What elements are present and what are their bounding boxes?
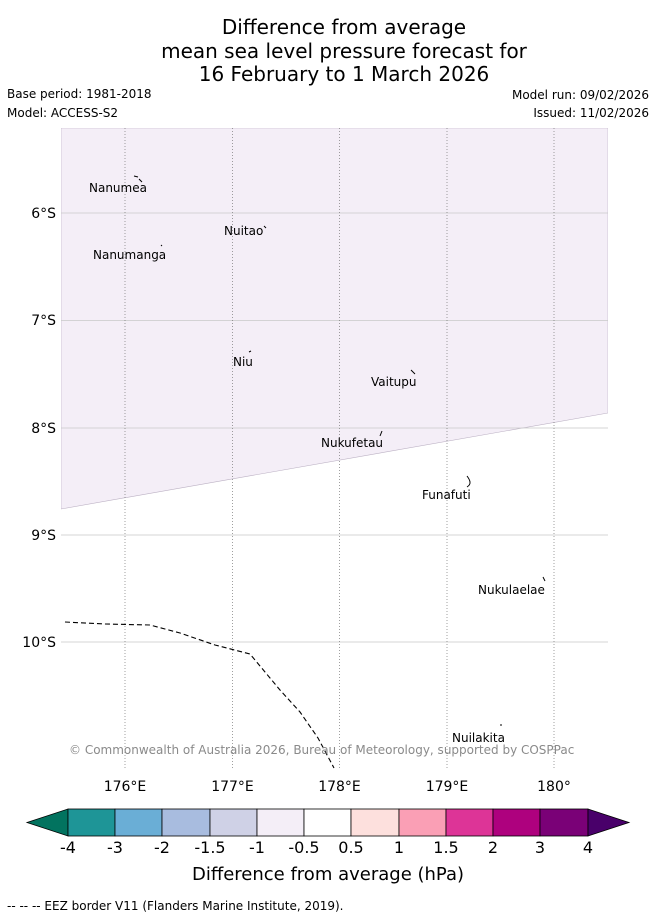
issued-date: Issued: 11/02/2026 — [533, 106, 649, 120]
island-label-nanumanga: Nanumanga — [93, 248, 166, 262]
island-label-nuilakita: Nuilakita — [452, 731, 505, 745]
island-label-funafuti: Funafuti — [422, 488, 471, 502]
eez-border — [64, 621, 335, 769]
title-line-1: Difference from average — [221, 15, 467, 39]
lon-label-180: 180° — [537, 779, 571, 795]
island-label-nanumea: Nanumea — [89, 181, 147, 195]
colorbar-tick: 0.5 — [338, 838, 363, 857]
colorbar-tick: 1.5 — [433, 838, 458, 857]
colorbar-bin — [256, 808, 305, 837]
colorbar-bin — [492, 808, 541, 837]
island-label-nukulaelae: Nukulaelae — [478, 583, 545, 597]
colorbar-bin — [350, 808, 400, 837]
colorbar-bin — [539, 808, 589, 837]
island-nuitao-shape — [263, 225, 267, 229]
colorbar-bin — [209, 808, 258, 837]
island-label-niu: Niu — [233, 355, 253, 369]
island-nukulaelae-shape — [542, 576, 546, 582]
island-label-nuitao: Nuitao — [224, 224, 263, 238]
eez-legend-note: -- -- -- EEZ border V11 (Flanders Marine… — [7, 899, 344, 913]
colorbar-tick: -1 — [249, 838, 265, 857]
colorbar-tick: 1 — [394, 838, 404, 857]
island-funafuti-shape — [466, 475, 471, 488]
chart-title: Difference from average mean sea level p… — [0, 15, 655, 87]
colorbar-label: Difference from average (hPa) — [192, 864, 464, 885]
colorbar-tick: 3 — [535, 838, 545, 857]
colorbar-bin — [114, 808, 163, 837]
colorbar-tick: 2 — [488, 838, 498, 857]
title-line-3: 16 February to 1 March 2026 — [198, 62, 490, 86]
colorbar-tick: -0.5 — [288, 838, 319, 857]
base-period: Base period: 1981-2018 — [7, 87, 152, 101]
colorbar-tick: -2 — [154, 838, 170, 857]
colorbar — [25, 808, 631, 837]
island-vaitupu-shape — [410, 369, 416, 375]
lon-label-178e: 178°E — [318, 779, 361, 795]
colorbar-bin — [67, 808, 116, 837]
lon-label-177e: 177°E — [211, 779, 254, 795]
colorbar-bin — [303, 808, 352, 837]
colorbar-tick: -3 — [107, 838, 123, 857]
island-nanumea-shape — [133, 175, 143, 183]
island-label-vaitupu: Vaitupu — [371, 375, 417, 389]
island-nukufetau-shape — [379, 430, 383, 437]
lat-label-7s: 7°S — [31, 313, 56, 329]
lat-label-10s: 10°S — [22, 635, 56, 651]
pressure-anomaly-region — [61, 128, 608, 510]
island-label-nukufetau: Nukufetau — [321, 436, 383, 450]
lon-label-176e: 176°E — [104, 779, 147, 795]
colorbar-tick: -4 — [60, 838, 76, 857]
lat-label-9s: 9°S — [31, 528, 56, 544]
colorbar-bin — [445, 808, 494, 837]
colorbar-high-extension — [587, 808, 631, 837]
colorbar-tick: 4 — [583, 838, 593, 857]
island-niu-shape — [248, 350, 252, 353]
lon-label-179e: 179°E — [426, 779, 469, 795]
colorbar-bin — [398, 808, 447, 837]
lat-label-6s: 6°S — [31, 206, 56, 222]
colorbar-bin — [161, 808, 211, 837]
model-run: Model run: 09/02/2026 — [511, 88, 649, 102]
colorbar-tick: -1.5 — [194, 838, 225, 857]
model-name: Model: ACCESS-S2 — [7, 106, 119, 120]
lat-label-8s: 8°S — [31, 421, 56, 437]
title-line-2: mean sea level pressure forecast for — [161, 38, 527, 63]
copyright-notice: © Commonwealth of Australia 2026, Bureau… — [69, 743, 574, 757]
island-nanumanga-shape — [160, 244, 163, 247]
colorbar-low-extension — [25, 808, 69, 837]
